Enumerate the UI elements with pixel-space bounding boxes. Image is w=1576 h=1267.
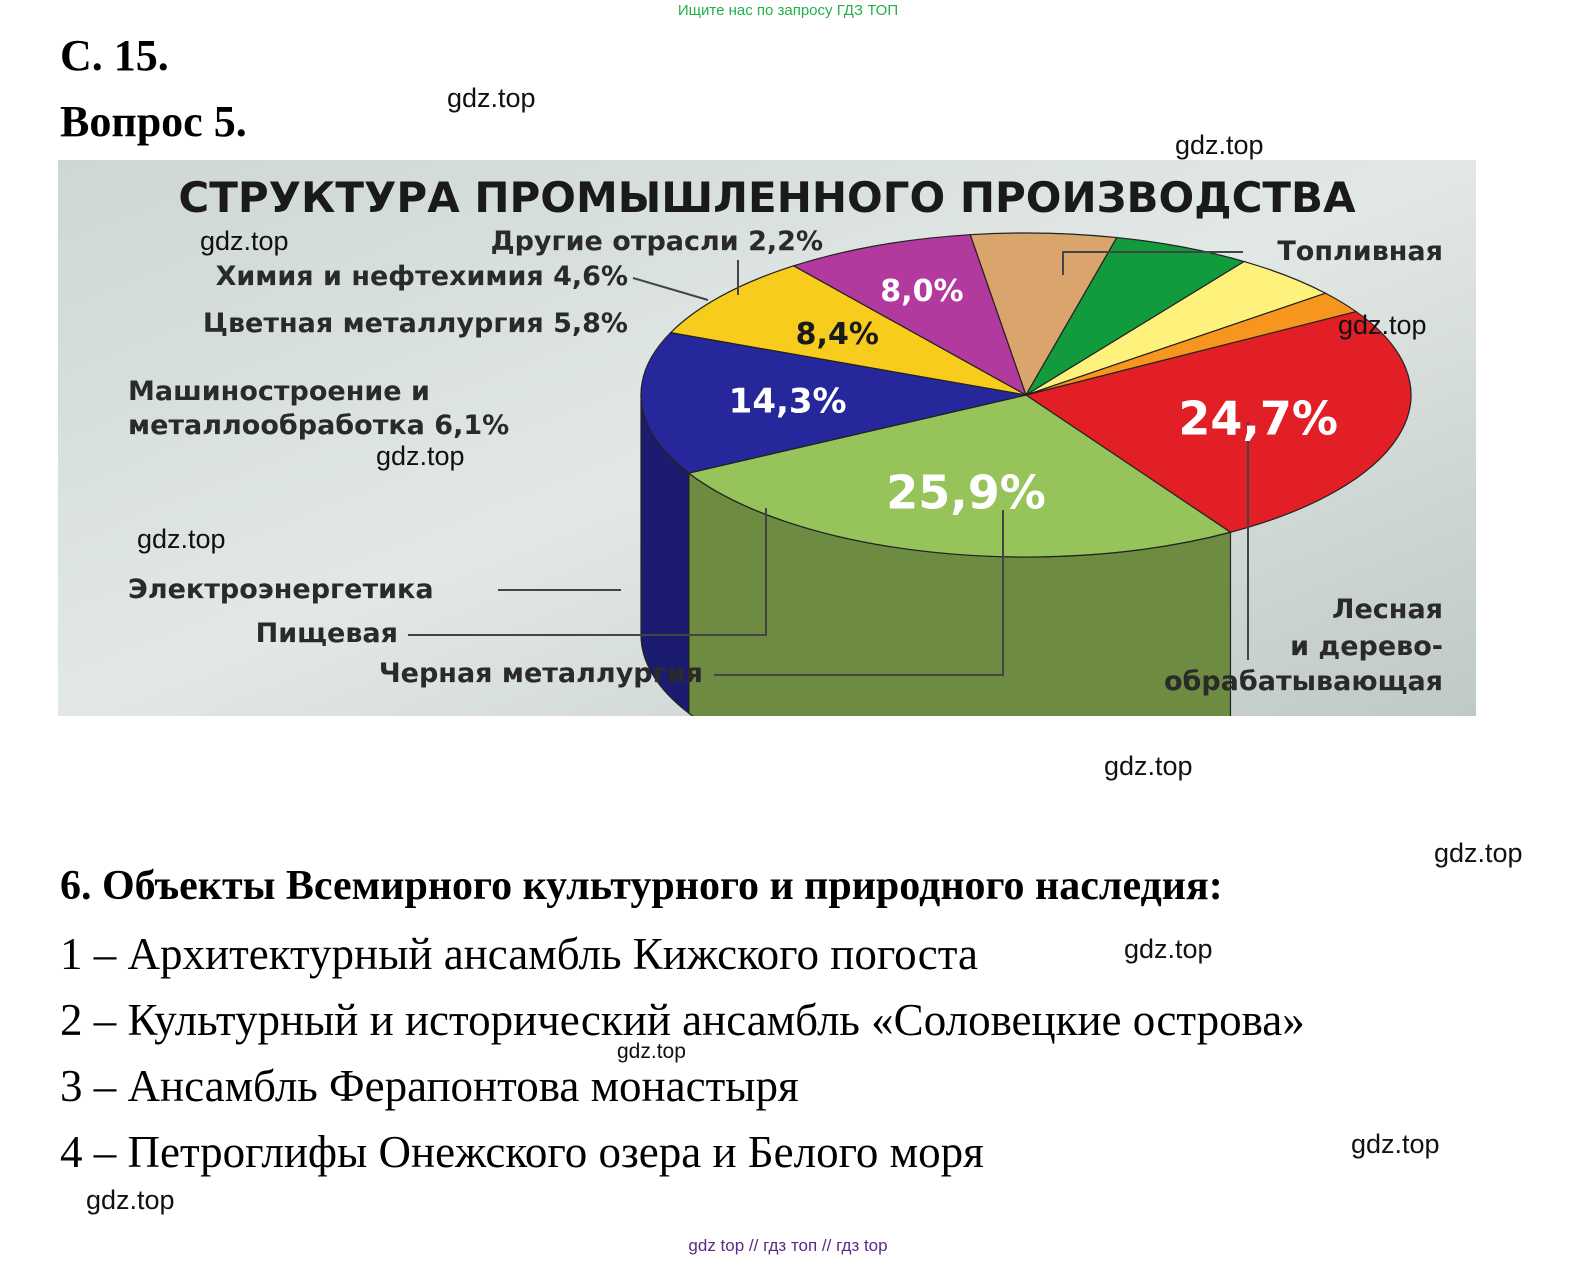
pie-slice-Машиностроение и металлообработка xyxy=(969,232,1118,397)
pie-slice-Другие отрасли xyxy=(1025,292,1358,396)
category-label: Цветная металлургия 5,8% xyxy=(203,308,628,339)
watermark: gdz.top xyxy=(1104,751,1193,781)
pie-slice-Цветная металлургия xyxy=(1025,236,1246,396)
list-item: 3 – Ансамбль Ферапонтова монастыря xyxy=(60,1061,799,1111)
leader-line xyxy=(632,277,709,301)
category-label: Черная металлургия xyxy=(379,658,703,689)
value-label: 14,3% xyxy=(729,381,847,421)
chart-title: СТРУКТУРА ПРОМЫШЛЕННОГО ПРОИЗВОДСТВА xyxy=(178,173,1356,222)
pie-slice-Лесная и деревообрабатывающая xyxy=(687,394,1232,558)
leader-line xyxy=(1062,251,1243,275)
pie-chart-svg: СТРУКТУРА ПРОМЫШЛЕННОГО ПРОИЗВОДСТВА 24,… xyxy=(58,160,1476,716)
category-label: и дерево- xyxy=(1290,631,1443,662)
pie-slice-Топливная xyxy=(1024,310,1412,533)
heritage-list: 1 – Архитектурный ансамбль Кижского пого… xyxy=(60,924,1305,1188)
category-label: металлообработка 6,1% xyxy=(128,410,509,441)
value-label: 8,4% xyxy=(796,317,879,352)
category-label: Химия и нефтехимия 4,6% xyxy=(216,261,628,292)
leader-line xyxy=(714,510,1004,676)
watermark: gdz.top xyxy=(1338,310,1427,340)
category-label: Электроэнергетика xyxy=(128,574,434,605)
category-label: обрабатывающая xyxy=(1164,666,1443,697)
category-label: Машиностроение и xyxy=(128,376,430,407)
watermark: gdz.top xyxy=(137,524,226,554)
watermark: gdz.top xyxy=(447,83,536,113)
watermark: gdz.top xyxy=(617,1040,686,1063)
leader-line xyxy=(408,508,767,636)
watermark: gdz.top xyxy=(1434,838,1523,868)
section-title: 6. Объекты Всемирного культурного и прир… xyxy=(60,863,1223,909)
value-label: 8,0% xyxy=(880,274,963,309)
value-label: 25,9% xyxy=(886,465,1046,519)
watermark: gdz.top xyxy=(376,441,465,471)
watermark: gdz.top xyxy=(200,226,289,256)
category-label: Пищевая xyxy=(256,618,398,649)
footer: gdz top // гдз топ // гдз top xyxy=(688,1236,888,1255)
watermark: gdz.top xyxy=(1175,130,1264,160)
category-label: Топливная xyxy=(1277,236,1443,267)
page-reference: С. 15. xyxy=(60,31,169,80)
industry-pie-figure: СТРУКТУРА ПРОМЫШЛЕННОГО ПРОИЗВОДСТВА 24,… xyxy=(58,160,1476,716)
list-item: 1 – Архитектурный ансамбль Кижского пого… xyxy=(60,929,978,979)
category-label: Другие отрасли 2,2% xyxy=(491,226,823,257)
pie-slice-Электроэнергетика xyxy=(792,234,1028,397)
watermark: gdz.top xyxy=(1351,1129,1440,1159)
category-label: Лесная xyxy=(1332,594,1443,625)
list-item: 2 – Культурный и исторический ансамбль «… xyxy=(60,995,1305,1045)
search-hint: Ищите нас по запросу ГДЗ ТОП xyxy=(677,2,899,19)
list-item: 4 – Петроглифы Онежского озера и Белого … xyxy=(60,1127,984,1177)
watermark: gdz.top xyxy=(1124,934,1213,964)
value-label: 24,7% xyxy=(1178,391,1338,445)
pie-slice-Черная металлургия xyxy=(640,331,1027,474)
pie-slice-Пищевая xyxy=(669,265,1027,396)
watermark: gdz.top xyxy=(86,1185,175,1215)
question-heading: Вопрос 5. xyxy=(60,97,247,146)
